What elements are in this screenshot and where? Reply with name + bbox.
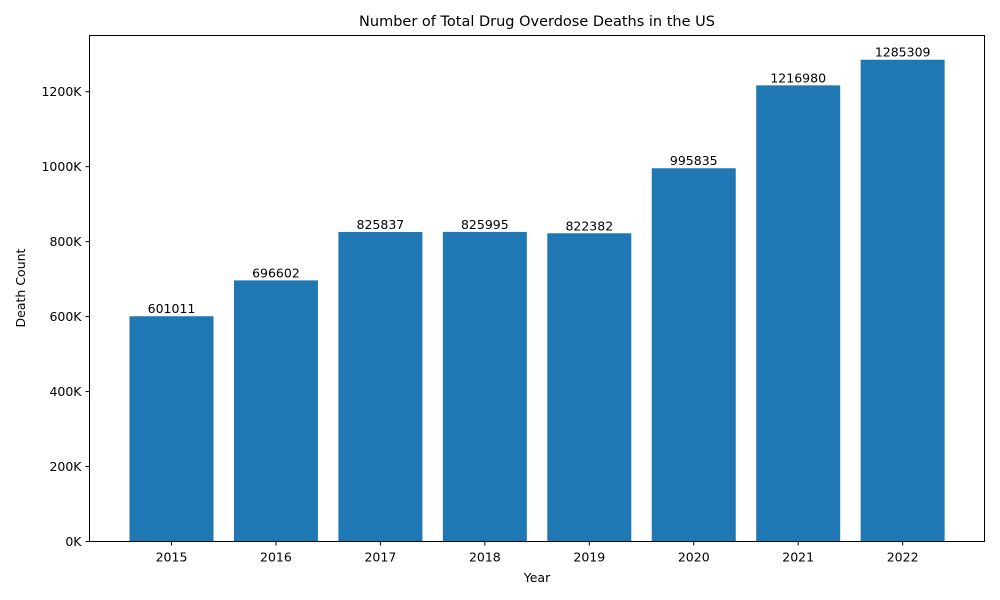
y-tick-label-1200K: 1200K <box>41 84 82 99</box>
y-tick-label-1000K: 1000K <box>41 159 82 174</box>
x-tick-label-2016: 2016 <box>260 550 292 565</box>
data-label-2021: 1216980 <box>770 70 826 85</box>
x-tick-label-2015: 2015 <box>156 550 188 565</box>
y-tick-label-200K: 200K <box>49 459 82 474</box>
x-axis-title: Year <box>523 570 551 585</box>
y-axis-title: Death Count <box>13 248 28 327</box>
data-labels-layer: 601011 696602 825837 825995 822382 995835 1216… <box>148 45 931 316</box>
bar-2015 <box>129 316 214 542</box>
x-tick-label-2019: 2019 <box>573 550 605 565</box>
x-tick-label-2021: 2021 <box>782 550 814 565</box>
bar-2019 <box>547 233 632 542</box>
data-label-2020: 995835 <box>670 153 718 168</box>
x-tick-label-2018: 2018 <box>469 550 501 565</box>
data-label-2022: 1285309 <box>875 45 931 60</box>
bar-2017 <box>338 231 423 542</box>
y-axis: 0K 200K 400K 600K 800K 1000K 1200K <box>41 84 90 549</box>
data-label-2017: 825837 <box>357 217 405 232</box>
y-tick-label-0K: 0K <box>65 534 82 549</box>
x-tick-label-2022: 2022 <box>887 550 919 565</box>
y-tick-label-400K: 400K <box>49 384 82 399</box>
data-label-2015: 601011 <box>148 301 196 316</box>
bars-layer <box>129 59 945 542</box>
x-axis: 2015 2016 2017 2018 2019 2020 2021 2022 <box>156 541 919 565</box>
y-tick-label-800K: 800K <box>49 234 82 249</box>
x-tick-label-2020: 2020 <box>678 550 710 565</box>
bar-2022 <box>860 59 945 542</box>
plot-frame <box>89 35 985 542</box>
chart-title: Number of Total Drug Overdose Deaths in … <box>359 14 715 30</box>
data-label-2016: 696602 <box>252 265 300 280</box>
data-label-2019: 822382 <box>565 218 613 233</box>
bar-2020 <box>651 168 736 542</box>
bar-2021 <box>756 85 841 542</box>
bar-2018 <box>442 231 527 542</box>
y-tick-label-600K: 600K <box>49 309 82 324</box>
bar-2016 <box>233 280 318 542</box>
x-tick-label-2017: 2017 <box>364 550 396 565</box>
data-label-2018: 825995 <box>461 217 509 232</box>
